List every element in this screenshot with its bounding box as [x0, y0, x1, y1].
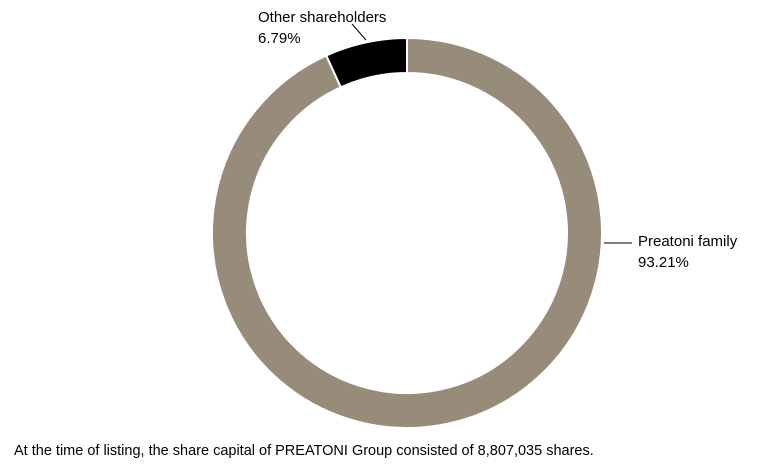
- slice-label-other-shareholders: Other shareholders: [258, 9, 386, 26]
- leader-line-other-shareholders: [351, 23, 367, 41]
- donut-slices: [211, 36, 603, 429]
- donut-slice-preatoni-family: [211, 36, 603, 429]
- slice-value-other-shareholders: 6.79%: [258, 30, 301, 47]
- donut-slice-other-shareholders: [324, 36, 408, 89]
- share-capital-caption: At the time of listing, the share capita…: [14, 443, 594, 459]
- slice-label-preatoni-family: Preatoni family: [638, 233, 738, 250]
- slice-value-preatoni-family: 93.21%: [638, 254, 689, 271]
